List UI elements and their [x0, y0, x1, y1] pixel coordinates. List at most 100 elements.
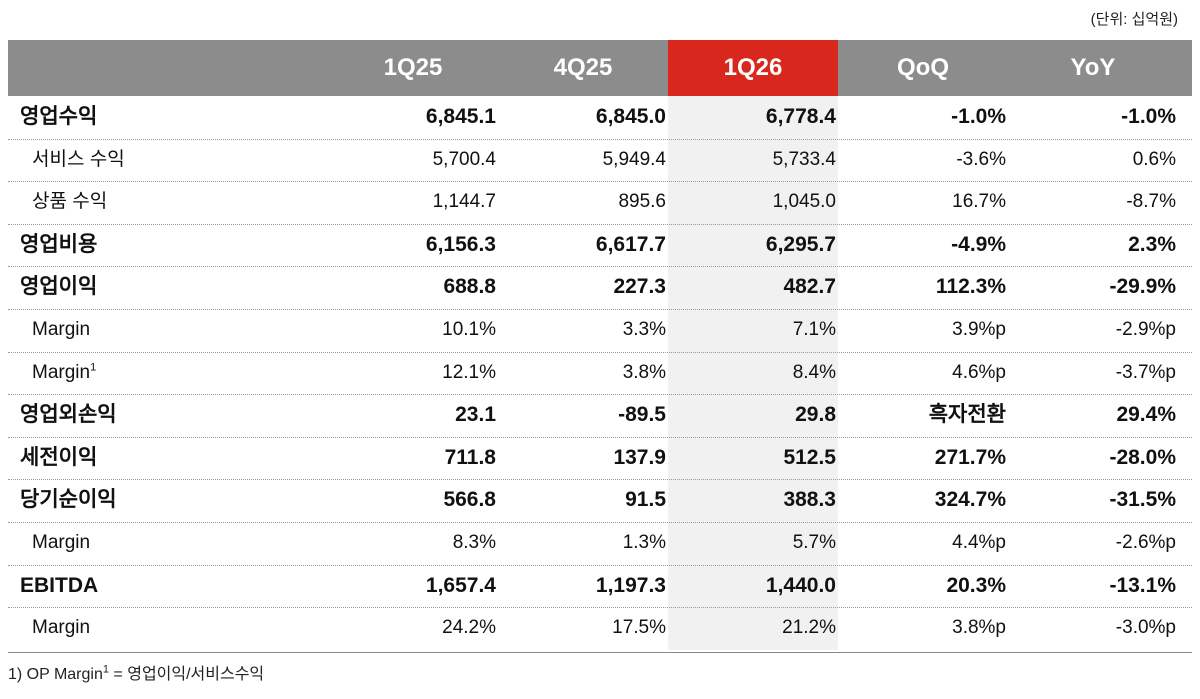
- row-separator: [8, 266, 1192, 268]
- row-label: 영업외손익: [20, 394, 117, 437]
- table-cell: 227.3: [613, 275, 666, 299]
- table-cell: 1.3%: [622, 532, 666, 553]
- footnote-text: 1) OP Margin: [8, 666, 103, 683]
- table-cell: 2.3%: [1128, 232, 1176, 256]
- table-cell: 271.7%: [934, 445, 1006, 469]
- row-label: 영업이익: [20, 266, 97, 309]
- table-cell: -4.9%: [951, 232, 1006, 256]
- table-cell: 388.3: [783, 488, 836, 512]
- table-cell: 6,295.7: [765, 232, 836, 256]
- highlight-column: [668, 96, 838, 650]
- table-cell: 16.7%: [952, 191, 1006, 213]
- row-label-text: 영업이익: [20, 275, 98, 299]
- row-separator: [8, 394, 1192, 396]
- row-label-text: 당기순이익: [20, 488, 117, 512]
- table-cell: 21.2%: [782, 617, 836, 639]
- table-cell: 512.5: [783, 445, 836, 469]
- table-cell: 1,657.4: [425, 573, 496, 597]
- row-label-text: Margin: [32, 361, 91, 383]
- row-separator: [8, 223, 1192, 225]
- row-separator: [8, 607, 1192, 609]
- table-cell: 3.9%p: [952, 319, 1006, 340]
- table-cell: 6,845.0: [595, 105, 666, 128]
- row-label: 서비스 수익: [32, 139, 125, 182]
- footnote-text: = 영업이익/서비스수익: [108, 666, 265, 683]
- table-cell: 29.8: [795, 403, 836, 427]
- table-cell: 688.8: [443, 275, 496, 299]
- row-label: 당기순이익: [20, 479, 117, 522]
- table-cell: 4.6%p: [952, 361, 1006, 383]
- footnote: 1) OP Margin1 = 영업이익/서비스수익: [8, 660, 264, 684]
- table-cell: -3.7%p: [1115, 361, 1176, 383]
- table-cell: 1,045.0: [772, 191, 836, 213]
- table-cell: -29.9%: [1109, 275, 1176, 299]
- table-cell: 3.8%: [622, 361, 666, 383]
- table-cell: -13.1%: [1109, 573, 1176, 597]
- table-cell: 10.1%: [442, 319, 496, 340]
- table-cell: -1.0%: [951, 105, 1006, 128]
- header-bar: [8, 40, 1192, 96]
- table-cell: -8.7%: [1126, 191, 1176, 213]
- table-cell: 20.3%: [946, 573, 1006, 597]
- header-highlight: [668, 40, 838, 96]
- table-cell: 24.2%: [442, 617, 496, 639]
- row-separator: [8, 309, 1192, 310]
- row-label: 상품 수익: [32, 181, 107, 224]
- table-cell: -2.9%p: [1115, 319, 1176, 340]
- row-label-text: Margin: [32, 319, 91, 340]
- table-cell: 8.4%: [792, 361, 836, 383]
- row-label-text: 영업수익: [20, 105, 98, 128]
- row-label: Margin: [32, 309, 90, 352]
- row-separator: [8, 138, 1192, 140]
- row-separator: [8, 522, 1192, 523]
- superscript: 1: [90, 361, 97, 374]
- table-cell: 29.4%: [1116, 403, 1176, 427]
- row-label-text: 영업외손익: [20, 403, 117, 427]
- row-label-text: Margin: [32, 617, 91, 639]
- table-cell: 23.1: [455, 403, 496, 427]
- table-cell: 3.3%: [622, 319, 666, 340]
- row-label: Margin: [32, 607, 90, 650]
- row-separator: [8, 351, 1192, 353]
- table-cell: 흑자전환: [928, 403, 1006, 427]
- table-cell: 1,144.7: [432, 191, 496, 213]
- table-cell: 6,156.3: [425, 232, 496, 256]
- table-cell: 3.8%p: [952, 617, 1006, 639]
- table-cell: -28.0%: [1109, 445, 1176, 469]
- row-label-text: 서비스 수익: [32, 148, 125, 170]
- row-label-text: EBITDA: [20, 573, 99, 597]
- table-cell: -2.6%p: [1115, 532, 1176, 553]
- row-label: 영업비용: [20, 224, 97, 267]
- row-label: 세전이익: [20, 437, 97, 480]
- footnote-superscript: 1: [102, 663, 109, 676]
- table-cell: -3.6%: [956, 148, 1006, 170]
- table-cell: 12.1%: [442, 361, 496, 383]
- table-cell: 711.8: [444, 445, 496, 469]
- row-label: Margin1: [32, 352, 96, 395]
- table-cell: -31.5%: [1109, 488, 1176, 512]
- table-cell: 137.9: [613, 445, 666, 469]
- row-label: 영업수익: [20, 96, 97, 139]
- table-cell: 0.6%: [1132, 148, 1176, 170]
- table-cell: 4.4%p: [952, 532, 1006, 553]
- table-cell: 5.7%: [792, 532, 836, 553]
- row-label-text: 상품 수익: [32, 191, 108, 213]
- row-label: EBITDA: [20, 565, 98, 608]
- table-cell: 566.8: [443, 488, 496, 512]
- table-cell: -1.0%: [1121, 105, 1176, 128]
- table-cell: 8.3%: [452, 532, 496, 553]
- table-cell: 91.5: [625, 488, 666, 512]
- table-bottom-line: [8, 651, 1192, 653]
- row-separator: [8, 564, 1192, 566]
- row-label: Margin: [32, 522, 90, 565]
- table-cell: 112.3%: [935, 275, 1006, 299]
- row-separator: [8, 479, 1192, 481]
- unit-label: (단위: 십억원): [1090, 11, 1178, 28]
- table-cell: 1,197.3: [595, 573, 666, 597]
- table-cell: 17.5%: [612, 617, 666, 639]
- column-header: 1Q26: [723, 54, 783, 81]
- table-cell: 5,733.4: [772, 148, 836, 170]
- row-separator: [8, 181, 1192, 183]
- table-cell: -3.0%p: [1115, 617, 1176, 639]
